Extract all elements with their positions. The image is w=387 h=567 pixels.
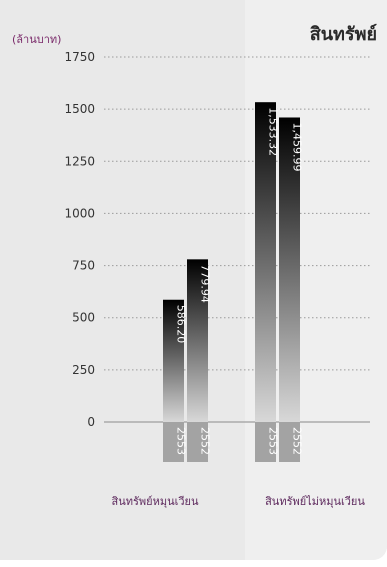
year-tab (187, 422, 208, 462)
y-tick-label: 0 (87, 415, 95, 429)
year-tab (255, 422, 276, 462)
bar-value-label: 1,459.99 (291, 122, 304, 171)
y-tick-label: 250 (72, 363, 95, 377)
bar (255, 102, 276, 422)
y-tick-label: 500 (72, 311, 95, 325)
bar-value-label: 586.20 (175, 305, 188, 344)
year-label: 2552 (291, 427, 304, 455)
bar-value-label: 779.94 (199, 264, 212, 303)
y-tick-label: 750 (72, 259, 95, 273)
year-label: 2552 (199, 427, 212, 455)
category-label: สินทรัพย์หมุนเวียน (111, 495, 199, 508)
year-label: 2553 (175, 427, 188, 455)
category-label: สินทรัพย์ไม่หมุนเวียน (265, 495, 366, 508)
bar (279, 117, 300, 423)
y-tick-label: 1500 (64, 102, 95, 116)
unit-label: (ล้านบาท) (12, 33, 61, 46)
y-tick-label: 1250 (64, 154, 95, 168)
y-tick-label: 1750 (64, 50, 95, 64)
year-tab (163, 422, 184, 462)
bar (187, 259, 208, 422)
y-tick-label: 1000 (64, 206, 95, 220)
year-label: 2553 (267, 427, 280, 455)
bar (163, 299, 184, 422)
chart-title: สินทรัพย์ (310, 23, 377, 45)
year-tab (279, 422, 300, 462)
bar-value-label: 1,533.32 (267, 107, 280, 156)
